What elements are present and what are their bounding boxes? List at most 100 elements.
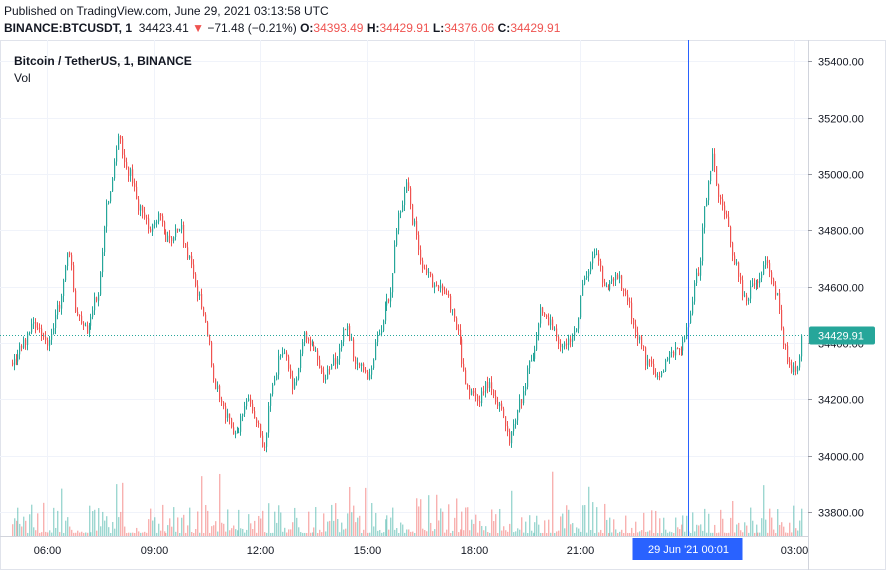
candle-body (734, 255, 736, 265)
volume-bar (588, 486, 590, 536)
candle-body (487, 381, 489, 389)
volume-bar (590, 529, 592, 536)
volume-bar (233, 525, 235, 536)
candle-body (244, 406, 246, 414)
candle-body (114, 161, 116, 179)
candle-body (302, 342, 304, 354)
volume-bar (266, 532, 268, 536)
volume-bar (469, 530, 471, 536)
candle-body (14, 358, 16, 365)
volume-bar (207, 510, 209, 536)
volume-bar (677, 527, 679, 536)
time-axis[interactable]: 06:00 09:00 12:00 15:00 18:00 21:00 03:00 29 Ju… (34, 538, 809, 560)
candle-body (274, 379, 276, 385)
candle-body (444, 290, 446, 294)
volume-bar (392, 507, 394, 536)
candle-body (134, 183, 136, 187)
last-price: 34423.41 (138, 21, 189, 35)
volume-bar (503, 526, 505, 536)
candle-body (461, 339, 463, 364)
published-line: Published on TradingView.com, June 29, 2… (4, 4, 329, 18)
volume-bar (130, 532, 132, 536)
candle-body (637, 332, 639, 340)
volume-bar (649, 530, 651, 536)
candle-body (319, 359, 321, 368)
candle-body (509, 431, 511, 444)
candle-body (394, 245, 396, 274)
candle-body (201, 294, 203, 308)
candle-body (296, 378, 298, 383)
volume-bar (41, 532, 43, 536)
candle-body (240, 416, 242, 432)
candle-body (169, 235, 171, 238)
candle-body (102, 252, 104, 273)
volume-bar (272, 532, 274, 536)
candle-body (665, 360, 667, 371)
candle-body (130, 169, 132, 176)
volume-bar (274, 511, 276, 536)
volume-bar (754, 532, 756, 536)
volume-bar (122, 482, 124, 536)
candle-body (771, 272, 773, 279)
volume-bar (146, 532, 148, 536)
high-value: 34429.91 (379, 21, 430, 35)
candle-body (270, 394, 272, 406)
candle-body (570, 338, 572, 342)
candle-body (754, 283, 756, 285)
volume-bar (347, 513, 349, 536)
candle-body (221, 399, 223, 403)
volume-bar (428, 495, 430, 536)
volume-bar (231, 528, 233, 536)
change-value: −71.48 (−0.21%) (207, 21, 297, 35)
candle-body (90, 316, 92, 326)
volume-bar (412, 531, 414, 536)
volume-bar (519, 529, 521, 536)
volume-bar (258, 515, 260, 536)
candle-body (769, 263, 771, 273)
volume-bar (158, 523, 160, 536)
candle-body (132, 169, 134, 184)
volume-bar (83, 532, 85, 536)
volume-bar (100, 526, 102, 536)
candle-body (371, 368, 373, 375)
volume-bar (229, 530, 231, 536)
volume-bar (653, 532, 655, 536)
volume-bar (189, 507, 191, 536)
candle-body (402, 205, 404, 212)
candle-body (533, 358, 535, 361)
volume-bar (27, 532, 29, 536)
volume-bar (45, 531, 47, 536)
candle-body (47, 340, 49, 346)
volume-bar (708, 513, 710, 536)
volume-bar (531, 530, 533, 536)
candle-body (463, 363, 465, 371)
candle-body (355, 357, 357, 364)
candle-body (694, 282, 696, 302)
candle-body (785, 345, 787, 347)
volume-bar (521, 517, 523, 536)
candle-body (31, 323, 33, 333)
candle-body (448, 294, 450, 297)
candle-body (361, 363, 363, 367)
candle-body (690, 313, 692, 323)
candle-body (108, 201, 110, 204)
volume-bar (408, 529, 410, 536)
volume-bar (657, 532, 659, 536)
volume-bar (738, 522, 740, 536)
volume-bar (582, 505, 584, 536)
volume-bar (238, 509, 240, 536)
candle-body (704, 206, 706, 228)
candle-body (793, 366, 795, 372)
y-tick-label: 35400.00 (818, 57, 864, 69)
candle-body (606, 285, 608, 287)
volume-bar (481, 526, 483, 536)
volume-bar (511, 490, 513, 536)
volume-bar (313, 527, 315, 536)
volume-bar (797, 530, 799, 536)
price-axis[interactable]: 35400.00 35200.00 35000.00 34800.00 34600.00… (808, 57, 875, 520)
volume-bar (215, 521, 217, 536)
candle-body (353, 339, 355, 358)
volume-bar (65, 520, 67, 536)
candle-body (708, 181, 710, 201)
